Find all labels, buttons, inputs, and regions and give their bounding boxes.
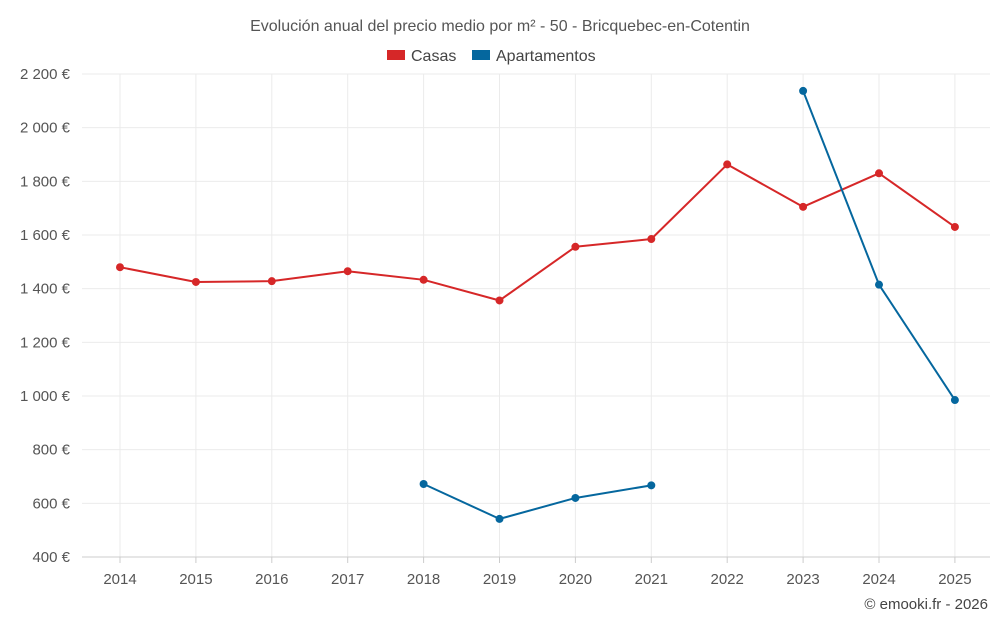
y-tick-label: 400 € xyxy=(32,549,70,566)
x-tick-label: 2014 xyxy=(103,571,136,588)
data-point-casas[interactable] xyxy=(950,222,959,231)
y-tick-label: 1 800 € xyxy=(20,173,71,190)
credit-text: © emooki.fr - 2026 xyxy=(864,596,988,613)
legend-swatch-apartamentos xyxy=(472,50,490,60)
axes: 400 € 600 € 800 € 1 000 € 1 200 € 1 400 € 1 60… xyxy=(20,66,990,588)
data-point-apartamentos[interactable] xyxy=(647,481,656,490)
y-tick-label: 1 000 € xyxy=(20,388,71,405)
data-point-apartamentos[interactable] xyxy=(419,480,428,489)
data-point-casas[interactable] xyxy=(647,235,656,244)
x-tick-label: 2023 xyxy=(786,571,819,588)
x-tick-label: 2020 xyxy=(559,571,592,588)
legend-swatch-casas xyxy=(387,50,405,60)
y-tick-label: 800 € xyxy=(32,442,70,459)
data-point-apartamentos[interactable] xyxy=(799,86,808,95)
series xyxy=(116,86,959,523)
data-point-casas[interactable] xyxy=(116,263,124,272)
legend: Casas Apartamentos xyxy=(387,48,596,65)
x-tick-label: 2016 xyxy=(255,571,288,588)
data-point-casas[interactable] xyxy=(343,267,352,276)
data-point-casas[interactable] xyxy=(495,296,504,305)
x-tick-label: 2024 xyxy=(862,571,895,588)
data-point-casas[interactable] xyxy=(419,275,428,284)
x-tick-label: 2017 xyxy=(331,571,364,588)
grid xyxy=(82,73,990,558)
x-tick-label: 2015 xyxy=(179,571,212,588)
y-tick-label: 1 600 € xyxy=(20,227,71,244)
data-point-casas[interactable] xyxy=(799,202,808,211)
chart-title: Evolución anual del precio medio por m² … xyxy=(250,18,750,35)
legend-item-casas[interactable]: Casas xyxy=(387,48,456,65)
y-tick-label: 2 000 € xyxy=(20,120,71,137)
data-point-apartamentos[interactable] xyxy=(875,280,883,289)
data-point-casas[interactable] xyxy=(875,169,883,178)
series-line-casas xyxy=(119,163,956,302)
data-point-apartamentos[interactable] xyxy=(495,514,504,523)
x-tick-label: 2025 xyxy=(938,571,971,588)
data-point-casas[interactable] xyxy=(723,160,732,169)
data-point-apartamentos[interactable] xyxy=(950,396,959,405)
x-tick-label: 2018 xyxy=(407,571,440,588)
data-point-casas[interactable] xyxy=(191,277,200,286)
y-tick-label: 2 200 € xyxy=(20,66,71,83)
x-tick-label: 2019 xyxy=(483,571,516,588)
y-tick-label: 600 € xyxy=(32,495,70,512)
legend-label-casas: Casas xyxy=(411,48,456,65)
data-point-casas[interactable] xyxy=(267,277,276,286)
x-tick-label: 2022 xyxy=(711,571,744,588)
legend-label-apartamentos: Apartamentos xyxy=(496,48,596,65)
data-point-apartamentos[interactable] xyxy=(571,493,580,502)
x-tick-label: 2021 xyxy=(635,571,668,588)
series-line-apartamentos xyxy=(423,483,652,520)
legend-item-apartamentos[interactable]: Apartamentos xyxy=(472,48,596,65)
y-tick-label: 1 200 € xyxy=(20,334,71,351)
data-point-casas[interactable] xyxy=(571,242,580,251)
y-tick-label: 1 400 € xyxy=(20,281,71,298)
